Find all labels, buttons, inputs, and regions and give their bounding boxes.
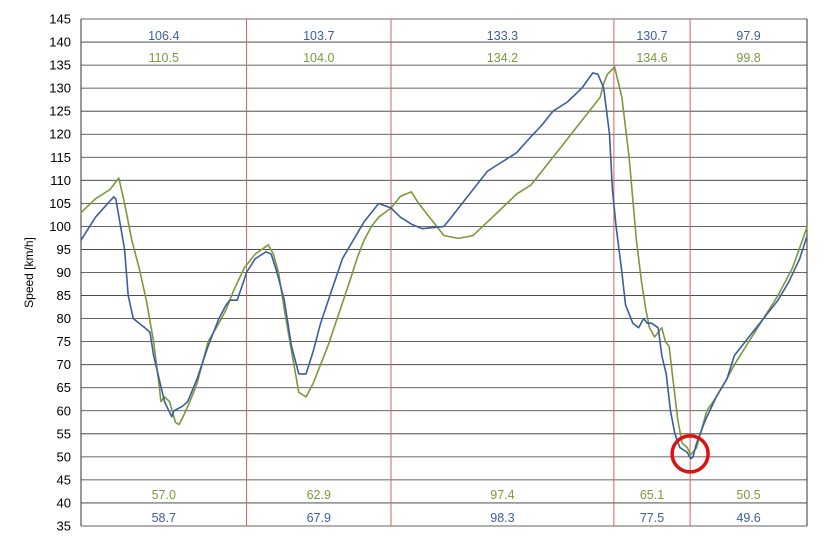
segment-bottom-green-label: 97.4: [490, 488, 514, 502]
y-tick-label: 75: [57, 334, 71, 349]
segment-top-green-label: 134.2: [487, 51, 518, 65]
y-tick-label: 115: [50, 150, 71, 165]
highlight-circle: [670, 434, 710, 474]
segment-top-blue-label: 130.7: [636, 29, 667, 43]
segment-bottom-green-label: 65.1: [640, 488, 664, 502]
y-tick-label: 50: [57, 449, 71, 464]
segment-bottom-green-label: 57.0: [152, 488, 176, 502]
y-tick-label: 145: [49, 12, 71, 27]
y-tick-label: 95: [57, 242, 71, 257]
segment-top-blue-label: 97.9: [736, 29, 760, 43]
y-tick-label: 100: [49, 219, 71, 234]
y-tick-label: 55: [57, 426, 71, 441]
y-tick-label: 110: [50, 173, 71, 188]
y-tick-label: 105: [49, 196, 71, 211]
segment-bottom-green-label: 50.5: [736, 488, 760, 502]
y-axis-label: Speed [km/h]: [22, 237, 36, 308]
segment-bottom-green-label: 62.9: [307, 488, 331, 502]
segment-bottom-blue-label: 98.3: [490, 511, 514, 525]
segment-top-green-label: 104.0: [303, 51, 334, 65]
segment-bottom-blue-label: 77.5: [640, 511, 664, 525]
segment-bottom-blue-label: 49.6: [736, 511, 760, 525]
y-tick-label: 85: [57, 288, 71, 303]
segment-bottom-blue-label: 58.7: [152, 511, 176, 525]
y-tick-label: 135: [49, 58, 71, 73]
y-tick-label: 70: [57, 357, 71, 372]
y-tick-label: 40: [57, 495, 71, 510]
segment-top-blue-label: 133.3: [487, 29, 518, 43]
segment-top-blue-label: 103.7: [303, 29, 334, 43]
y-tick-label: 140: [49, 35, 71, 50]
y-tick-label: 90: [57, 265, 71, 280]
y-tick-label: 80: [57, 311, 71, 326]
y-tick-label: 45: [57, 472, 71, 487]
y-tick-label: 130: [49, 81, 71, 96]
segment-top-green-label: 134.6: [636, 51, 667, 65]
y-tick-label: 125: [49, 104, 71, 119]
y-tick-label: 60: [57, 403, 71, 418]
y-tick-label: 65: [57, 380, 71, 395]
series-line-blue: [80, 72, 808, 460]
series-line-green: [80, 66, 808, 456]
segment-top-blue-label: 106.4: [148, 29, 179, 43]
segment-bottom-blue-label: 67.9: [307, 511, 331, 525]
y-tick-label: 35: [57, 519, 71, 534]
segment-top-green-label: 110.5: [149, 51, 179, 65]
y-tick-label: 120: [49, 127, 71, 142]
segment-top-green-label: 99.8: [736, 51, 760, 65]
